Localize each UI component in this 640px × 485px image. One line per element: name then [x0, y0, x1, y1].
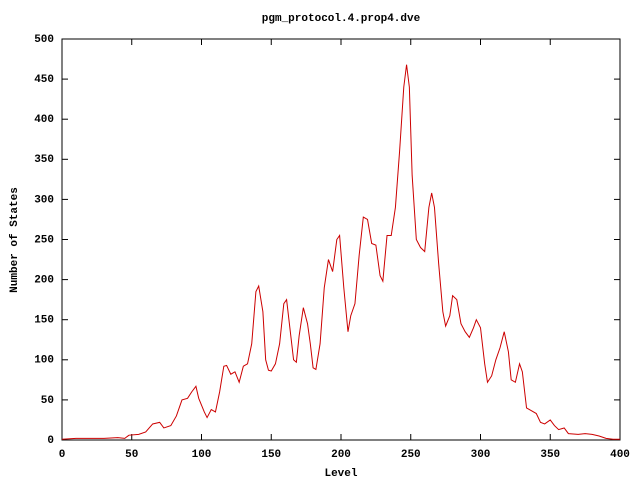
x-tick-label: 250 — [401, 449, 421, 461]
x-tick-label: 100 — [192, 449, 212, 461]
x-tick-label: 0 — [59, 449, 66, 461]
x-tick-label: 400 — [610, 449, 630, 461]
x-axis-label: Level — [324, 468, 357, 480]
x-tick-label: 300 — [471, 449, 491, 461]
y-tick-label: 200 — [34, 275, 54, 287]
y-tick-label: 500 — [34, 34, 54, 46]
x-tick-label: 50 — [125, 449, 138, 461]
x-tick-label: 200 — [331, 449, 351, 461]
x-tick-label: 350 — [540, 449, 560, 461]
chart-title: pgm_protocol.4.prop4.dve — [262, 13, 421, 25]
y-tick-label: 300 — [34, 194, 54, 206]
plot-frame — [61, 38, 621, 441]
y-tick-label: 100 — [34, 355, 54, 367]
y-axis-label: Number of States — [9, 187, 21, 293]
y-tick-label: 350 — [34, 154, 54, 166]
y-tick-label: 250 — [34, 234, 54, 246]
y-tick-label: 450 — [34, 74, 54, 86]
y-tick-label: 50 — [41, 395, 54, 407]
y-tick-label: 400 — [34, 114, 54, 126]
data-line — [61, 64, 620, 440]
y-tick-label: 150 — [34, 315, 54, 327]
x-tick-label: 150 — [261, 449, 281, 461]
y-tick-label: 0 — [47, 435, 54, 447]
